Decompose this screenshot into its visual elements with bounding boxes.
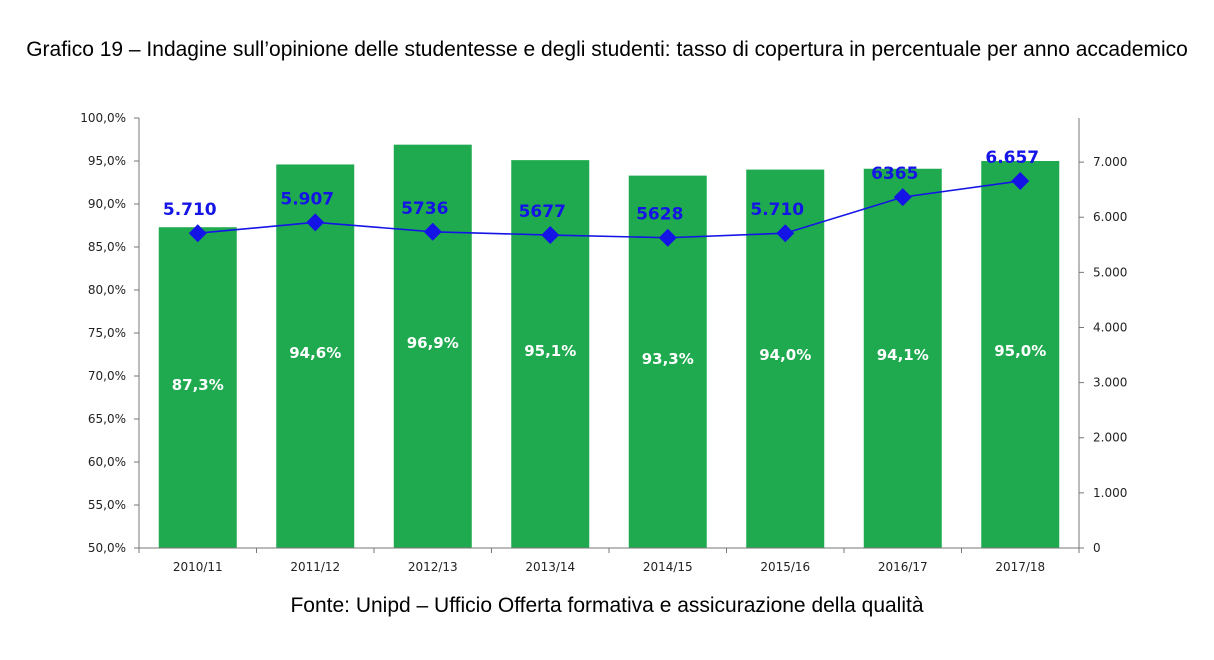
y-left-tick-label: 90,0% [88, 197, 126, 211]
y-left-tick-label: 65,0% [88, 412, 126, 426]
line-layer [197, 180, 1021, 239]
line-marker [541, 226, 560, 245]
y-left-tick-label: 100,0% [80, 111, 126, 125]
line-data-label: 5736 [401, 199, 448, 219]
bar-data-label: 93,3% [642, 350, 694, 368]
line-data-label: 5.710 [163, 200, 217, 220]
y-right-tick-label: 2.000 [1093, 431, 1127, 445]
line-marker [188, 224, 207, 243]
y-left-tick-label: 95,0% [88, 154, 126, 168]
bar [158, 227, 237, 548]
line-data-label: 5.710 [750, 200, 804, 220]
x-tick-label: 2011/12 [290, 560, 340, 574]
bar-data-label: 87,3% [172, 376, 224, 394]
y-left-tick-label: 70,0% [88, 369, 126, 383]
y-right-tick-label: 1.000 [1093, 486, 1127, 500]
line-data-label: 6365 [871, 164, 918, 184]
line-marker [893, 188, 912, 207]
chart-title: Grafico 19 – Indagine sull’opinione dell… [26, 38, 1188, 61]
x-tick-label: 2013/14 [525, 560, 575, 574]
y-left-tick-label: 80,0% [88, 283, 126, 297]
y-right-tick-label: 0 [1093, 541, 1101, 555]
line-data-label: 5.907 [280, 189, 334, 209]
line-data-label: 6.657 [985, 148, 1039, 168]
y-right-tick-label: 6.000 [1093, 210, 1127, 224]
bar [511, 160, 590, 548]
bar-data-label: 94,6% [289, 344, 341, 362]
y-right-tick-label: 3.000 [1093, 376, 1127, 390]
x-tick-label: 2015/16 [760, 560, 810, 574]
line-marker [776, 224, 795, 243]
line-marker [658, 228, 677, 247]
line-marker [423, 222, 442, 241]
bar [393, 144, 472, 548]
series-line [197, 180, 1021, 239]
y-right-tick-label: 5.000 [1093, 265, 1127, 279]
line-data-label: 5628 [636, 205, 683, 225]
chart-source: Fonte: Unipd – Ufficio Offerta formativa… [290, 594, 924, 617]
line-marker [306, 213, 325, 232]
x-tick-label: 2012/13 [408, 560, 458, 574]
line-data-label: 5677 [519, 202, 566, 222]
x-tick-label: 2010/11 [173, 560, 223, 574]
bar-data-label: 96,9% [407, 334, 459, 352]
bar-data-label: 95,1% [524, 342, 576, 360]
labels-layer: 5.710 5.907 5736 5677 5628 5.710 6365 6.657 87,3… [163, 148, 1046, 394]
y-left-tick-label: 55,0% [88, 498, 126, 512]
x-tick-label: 2014/15 [643, 560, 693, 574]
y-left-tick-label: 75,0% [88, 326, 126, 340]
markers-layer [188, 172, 1030, 247]
y-left-tick-label: 50,0% [88, 541, 126, 555]
y-left-tick-label: 60,0% [88, 455, 126, 469]
line-marker [1011, 172, 1030, 191]
bar-data-label: 95,0% [994, 342, 1046, 360]
bar [863, 168, 942, 549]
y-right-tick-label: 4.000 [1093, 320, 1127, 334]
bar-data-label: 94,1% [877, 346, 929, 364]
bar-data-label: 94,0% [759, 346, 811, 364]
axes-layer: 50,0% 55,0% 60,0% 65,0% 70,0% 75,0% 80,0% 85,0%… [80, 111, 1127, 574]
y-left-tick-label: 85,0% [88, 240, 126, 254]
y-right-tick-label: 7.000 [1093, 155, 1127, 169]
x-tick-label: 2017/18 [995, 560, 1045, 574]
x-tick-label: 2016/17 [878, 560, 928, 574]
bar [981, 161, 1060, 548]
